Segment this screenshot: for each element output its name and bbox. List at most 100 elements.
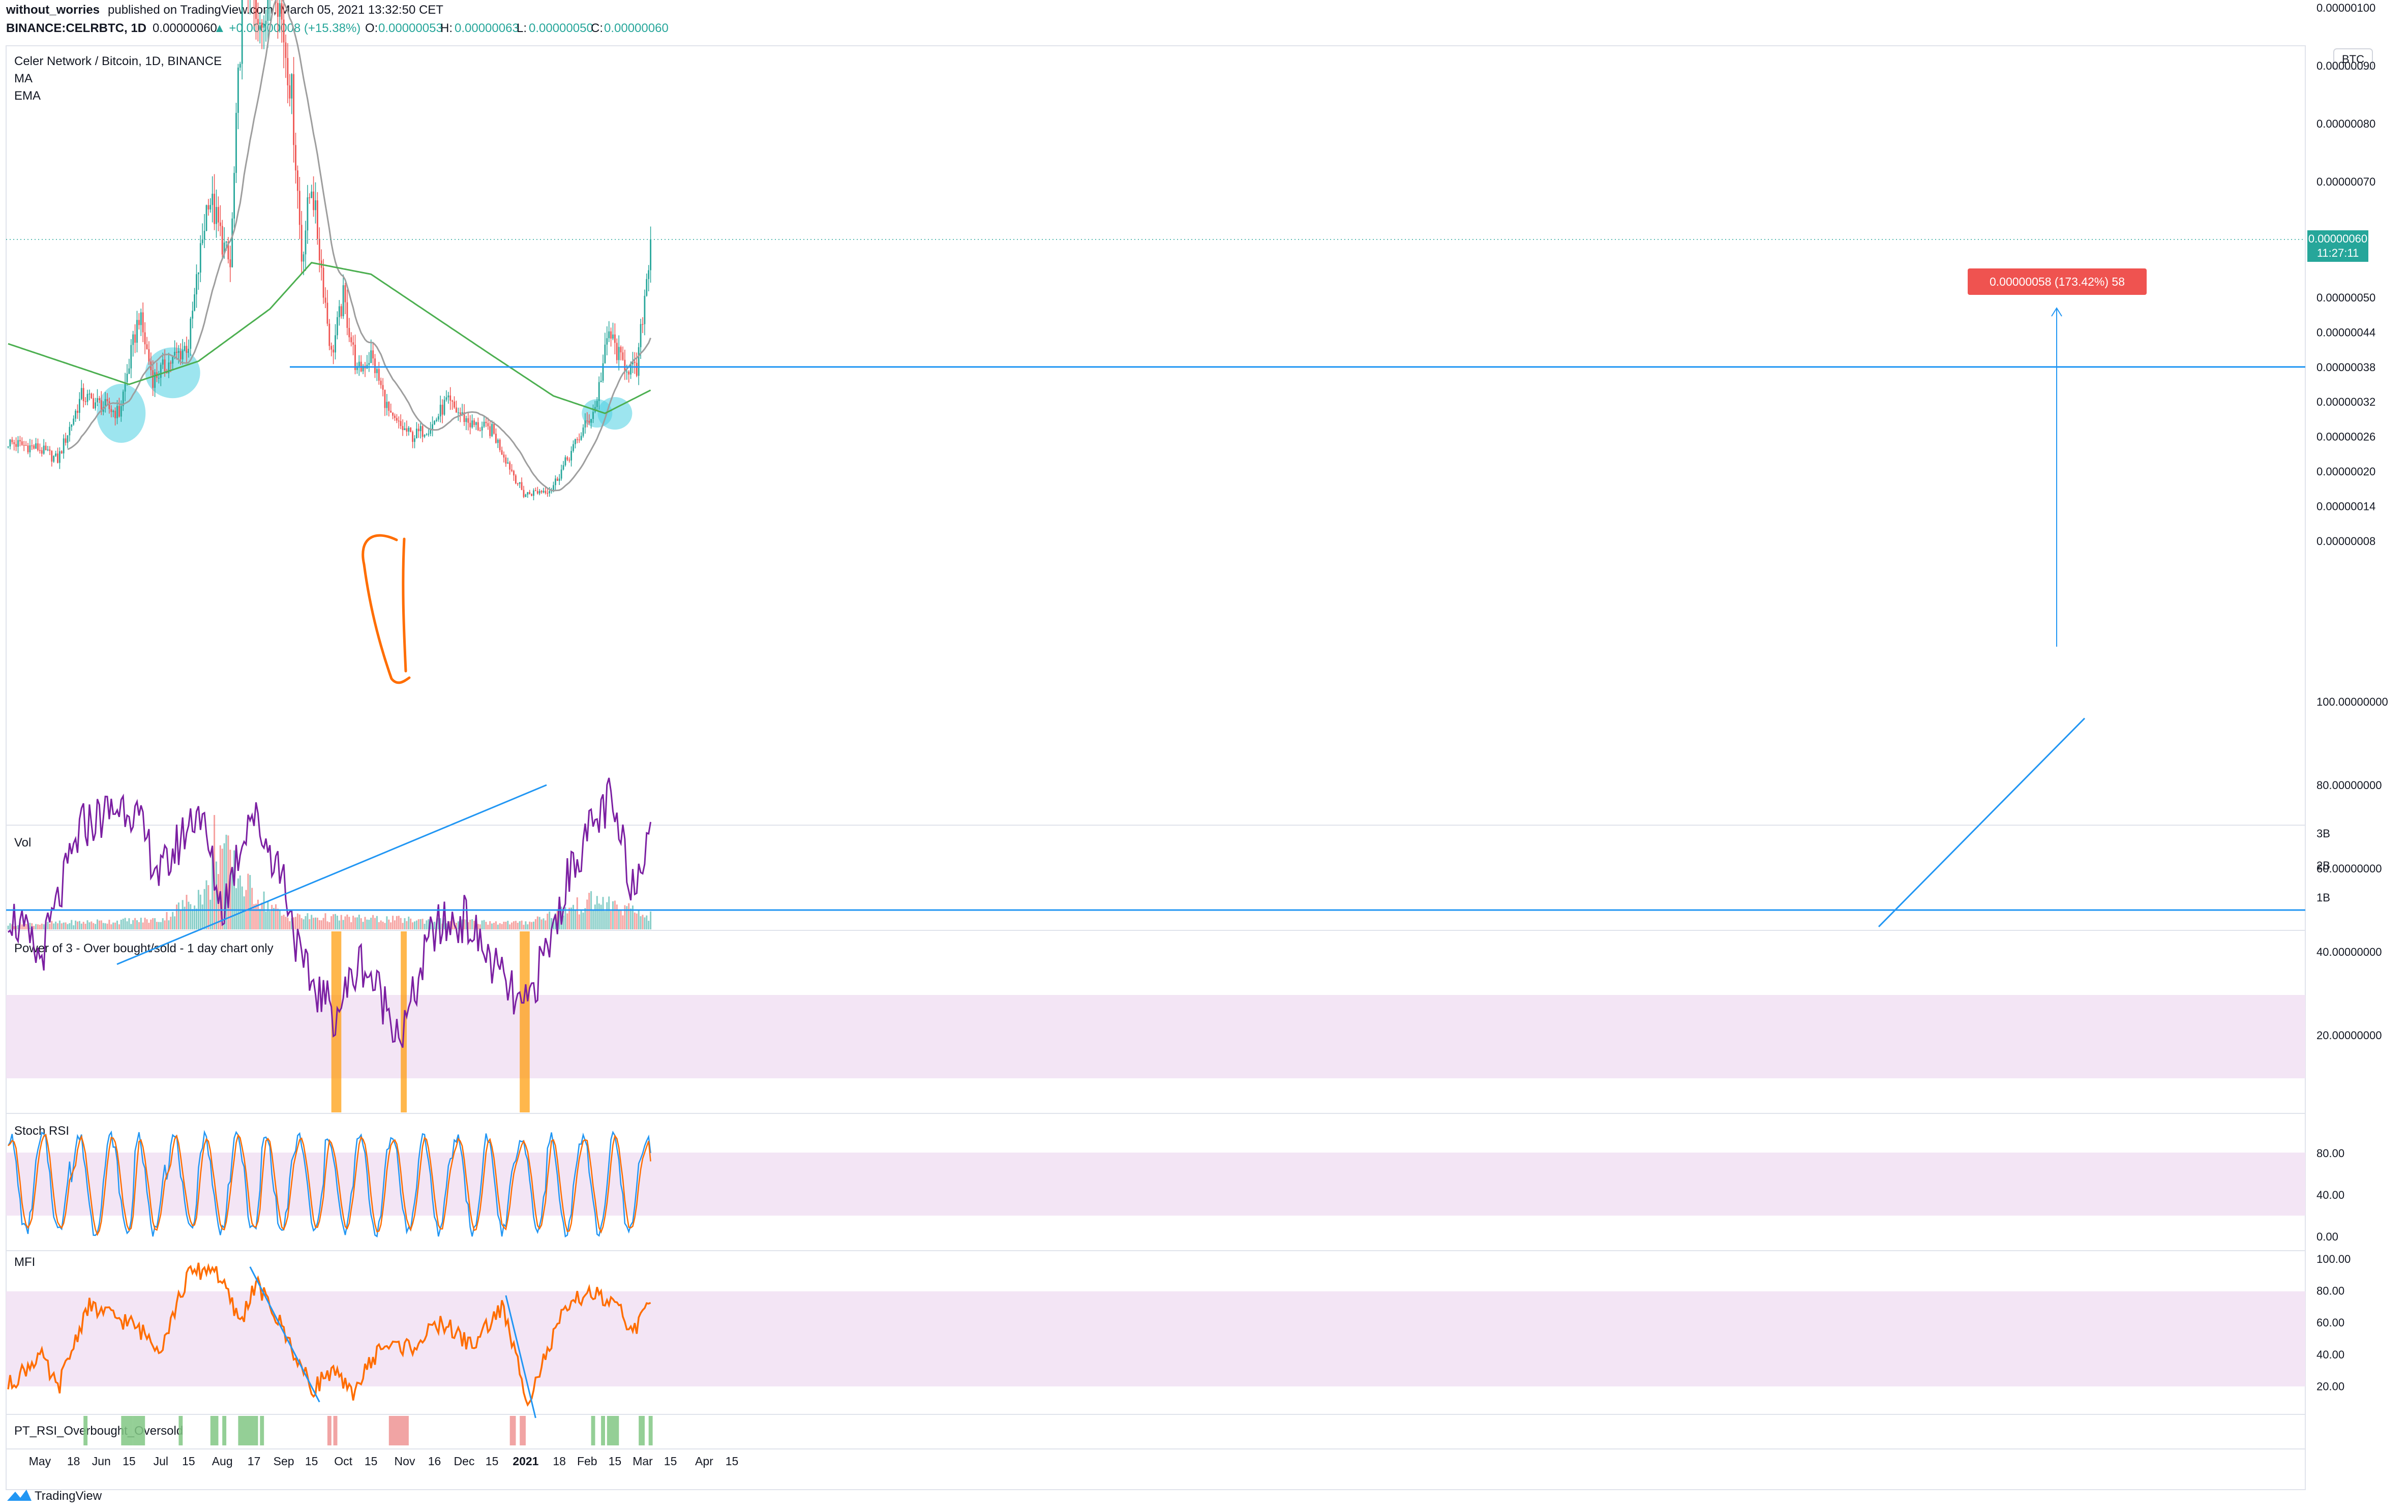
candle-body — [317, 200, 318, 239]
candle-body — [573, 444, 574, 451]
ohlc-high-value: 0.00000063 — [455, 21, 519, 35]
volume-bar — [527, 924, 529, 929]
candle-body — [207, 205, 209, 210]
candle-body — [406, 428, 408, 432]
mfi-tick-label: 80.00 — [2316, 1285, 2344, 1297]
volume-bar — [91, 921, 93, 929]
volume-bar — [287, 918, 289, 929]
volume-bar — [483, 920, 485, 929]
candle-body — [7, 446, 9, 447]
measure-label[interactable]: 0.00000058 (173.42%) 58 — [1968, 268, 2147, 295]
volume-bar — [562, 915, 564, 929]
oversold-bar — [327, 1416, 332, 1445]
candle-body — [344, 285, 346, 303]
candle-body — [219, 222, 221, 226]
ema-legend[interactable]: EMA — [14, 89, 41, 103]
candle-body — [106, 399, 108, 402]
power3-tick-label: 60.00000000 — [2316, 862, 2382, 875]
volume-bar — [95, 924, 97, 929]
x-tick-label: Sep — [274, 1455, 294, 1468]
candle-body — [257, 19, 259, 24]
ma-legend[interactable]: MA — [14, 72, 33, 85]
volume-bar — [37, 924, 39, 929]
candle-body — [303, 254, 305, 262]
candle-body — [352, 342, 354, 345]
author-name[interactable]: without_worries — [6, 3, 100, 17]
candle-body — [194, 294, 195, 311]
candle-body — [558, 478, 560, 481]
volume-bar — [608, 896, 610, 929]
candle-body — [610, 331, 612, 339]
ohlc-low-label: L: — [517, 21, 527, 35]
volume-bar — [243, 896, 245, 929]
candle-body — [186, 346, 188, 353]
volume-bar — [540, 919, 543, 929]
volume-bar — [104, 923, 106, 929]
volume-bar — [192, 909, 194, 929]
volume-bar — [267, 901, 269, 929]
currency-badge[interactable]: BTC — [2333, 48, 2373, 70]
volume-bar — [241, 886, 243, 929]
volume-bar — [134, 918, 136, 929]
volume-bar — [632, 905, 634, 929]
candle-body — [69, 427, 71, 436]
volume-bars — [7, 815, 652, 929]
volume-bar — [489, 921, 491, 929]
volume-bar — [366, 919, 368, 929]
candle-body — [445, 397, 447, 400]
candle-body — [134, 334, 136, 343]
vol-pane-title[interactable]: Vol — [14, 836, 31, 850]
volume-bar — [307, 913, 309, 929]
mfi-trendline-1 — [249, 1266, 320, 1403]
x-tick-label: Jun — [92, 1455, 111, 1468]
bar-countdown: 11:27:11 — [2317, 247, 2359, 259]
volume-bar — [154, 918, 156, 929]
candle-body — [35, 443, 37, 449]
candle-body — [77, 410, 78, 413]
x-tick-label: Apr — [695, 1455, 713, 1468]
volume-bar — [179, 911, 182, 929]
candle-body — [447, 395, 449, 398]
candle-body — [540, 491, 543, 493]
volume-bar — [400, 918, 402, 929]
volume-bar — [536, 916, 538, 929]
candle-body — [174, 352, 175, 356]
volume-bar — [336, 915, 338, 929]
candle-body — [507, 462, 509, 464]
candle-body — [158, 378, 160, 379]
volume-bar — [648, 921, 650, 929]
volume-bar — [415, 920, 417, 929]
ptrsi-pane-title[interactable]: PT_RSI_Overbought_Oversold — [14, 1424, 183, 1438]
candle-body — [59, 451, 61, 463]
volume-bar — [225, 834, 227, 929]
candle-body — [634, 361, 636, 363]
mfi-pane-title[interactable]: MFI — [14, 1255, 35, 1269]
volume-bar — [118, 924, 120, 929]
volume-bar — [439, 918, 441, 929]
candle-body — [88, 394, 91, 395]
oversold-bar — [333, 1416, 338, 1445]
candle-body — [454, 401, 455, 408]
volume-bar — [404, 918, 406, 929]
candle-body — [400, 421, 402, 426]
volume-bar — [374, 918, 376, 929]
volume-bar — [424, 924, 426, 929]
tradingview-logo[interactable]: TradingView — [7, 1489, 102, 1503]
volume-bar — [177, 902, 179, 929]
candle-body — [142, 312, 144, 332]
volume-bar — [199, 894, 201, 929]
candle-body — [459, 412, 461, 415]
candle-body — [376, 369, 378, 373]
volume-bar — [426, 920, 428, 929]
candle-body — [170, 362, 172, 364]
candle-body — [184, 346, 186, 351]
candle-body — [562, 465, 564, 470]
volume-bar — [289, 921, 291, 929]
candle-body — [489, 426, 491, 436]
volume-bar — [384, 923, 386, 929]
candle-body — [632, 361, 634, 365]
candle-body — [437, 416, 439, 420]
volume-bar — [311, 915, 313, 929]
candle-body — [227, 241, 229, 260]
